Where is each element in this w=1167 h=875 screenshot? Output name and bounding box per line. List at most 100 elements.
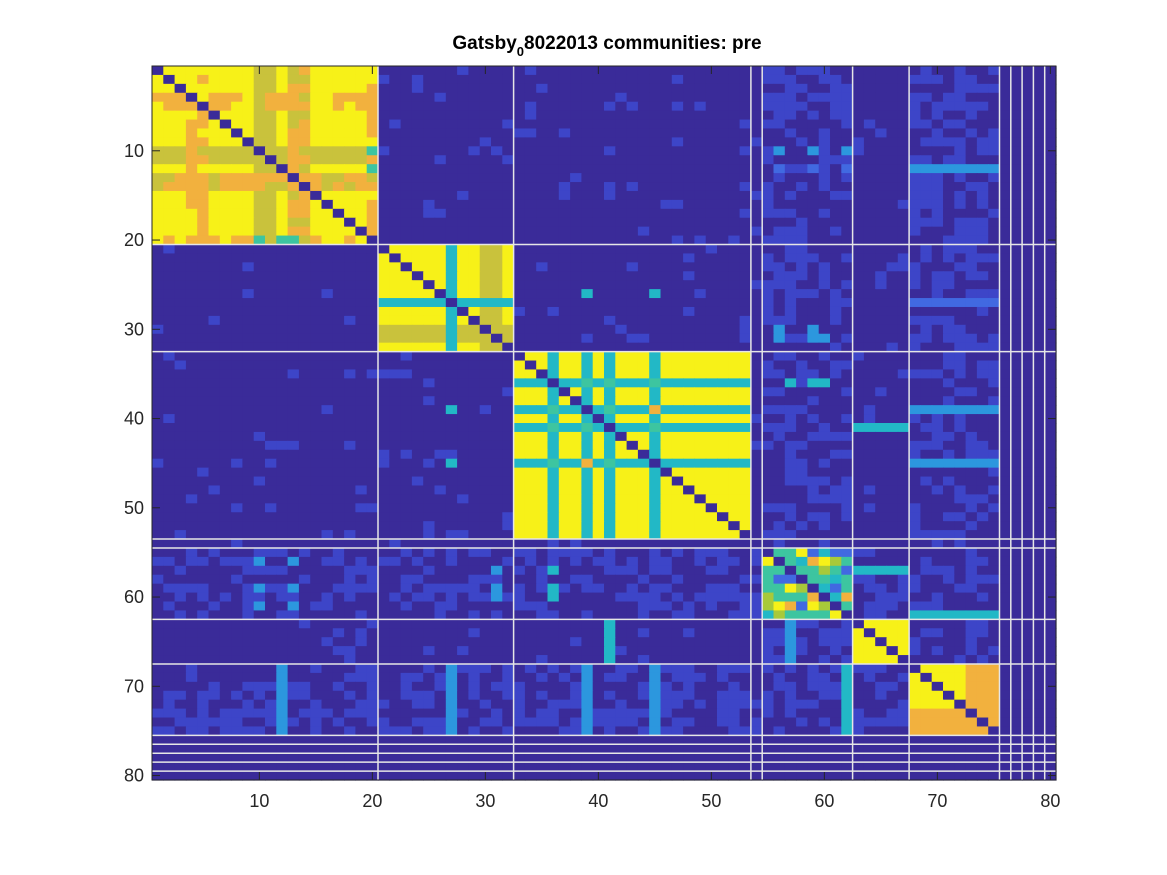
heatmap-cell <box>931 217 944 228</box>
heatmap-cell <box>321 226 334 237</box>
heatmap-cell <box>411 405 424 415</box>
heatmap-cell <box>615 137 628 147</box>
heatmap-cell <box>457 164 469 174</box>
heatmap-cell <box>875 199 888 210</box>
heatmap-cell <box>615 351 628 362</box>
heatmap-cell <box>389 289 402 299</box>
heatmap-cell <box>276 119 289 130</box>
heatmap-cell <box>875 547 888 558</box>
heatmap-cell <box>174 298 187 308</box>
heatmap-cell <box>830 289 842 299</box>
heatmap-cell <box>999 467 1012 478</box>
heatmap-cell <box>909 217 921 228</box>
heatmap-cell <box>253 601 266 612</box>
heatmap-cell <box>163 173 176 183</box>
heatmap-cell <box>434 110 447 121</box>
heatmap-cell <box>400 423 413 433</box>
heatmap-cell <box>219 521 232 531</box>
heatmap-cell <box>705 601 718 612</box>
heatmap-cell <box>445 530 458 540</box>
heatmap-cell <box>784 547 797 558</box>
heatmap-cell <box>784 530 797 540</box>
heatmap-cell <box>954 583 967 594</box>
heatmap-cell <box>411 387 424 397</box>
heatmap-cell <box>355 503 368 513</box>
heatmap-cell <box>931 146 944 156</box>
heatmap-cell <box>468 155 481 165</box>
heatmap-cell <box>242 333 255 344</box>
heatmap-cell <box>954 92 967 103</box>
heatmap-cell <box>174 110 187 121</box>
heatmap-cell <box>332 467 345 478</box>
heatmap-cell <box>231 610 243 620</box>
heatmap-cell <box>208 110 221 121</box>
heatmap-cell <box>671 414 684 424</box>
heatmap-cell <box>943 521 955 531</box>
heatmap-cell <box>219 369 232 379</box>
heatmap-cell <box>276 164 289 174</box>
heatmap-cell <box>830 387 842 397</box>
heatmap-cell <box>265 306 277 317</box>
heatmap-cell <box>807 164 820 174</box>
heatmap-cell <box>683 289 695 299</box>
heatmap-cell <box>852 101 865 112</box>
heatmap-cell <box>875 583 888 594</box>
heatmap-cell <box>954 458 967 469</box>
heatmap-cell <box>604 485 616 496</box>
heatmap-cell <box>818 440 831 451</box>
heatmap-cell <box>581 449 594 460</box>
heatmap-cell <box>547 333 560 344</box>
heatmap-cell <box>558 226 571 237</box>
heatmap-cell <box>197 244 210 255</box>
heatmap-cell <box>152 119 164 130</box>
heatmap-cell <box>1010 396 1023 406</box>
heatmap-cell <box>954 360 967 371</box>
heatmap-cell <box>796 485 808 496</box>
heatmap-cell <box>558 485 571 496</box>
heatmap-cell <box>366 253 379 263</box>
heatmap-cell <box>897 512 910 522</box>
heatmap-cell <box>999 449 1012 460</box>
heatmap-cell <box>637 190 650 201</box>
heatmap-cell <box>344 539 356 549</box>
heatmap-cell <box>355 208 368 219</box>
heatmap-cell <box>570 119 582 130</box>
heatmap-cell <box>570 414 582 424</box>
heatmap-cell <box>592 414 605 424</box>
heatmap-cell <box>796 208 808 219</box>
heatmap-cell <box>174 324 187 335</box>
heatmap-cell <box>852 306 865 317</box>
heatmap-cell <box>671 583 684 594</box>
heatmap-cell <box>253 182 266 192</box>
heatmap-cell <box>1044 574 1057 585</box>
heatmap-cell <box>1022 458 1034 469</box>
heatmap-cell <box>999 547 1012 558</box>
heatmap-cell <box>287 137 300 147</box>
heatmap-cell <box>479 521 492 531</box>
heatmap-cell <box>626 458 639 469</box>
heatmap-cell <box>434 315 447 326</box>
heatmap-cell <box>163 324 176 335</box>
heatmap-cell <box>592 226 605 237</box>
heatmap-cell <box>502 610 515 620</box>
heatmap-cell <box>502 315 515 326</box>
heatmap-cell <box>875 83 888 94</box>
heatmap-cell <box>287 565 300 576</box>
heatmap-cell <box>287 83 300 94</box>
heatmap-cell <box>660 351 673 362</box>
heatmap-cell <box>796 101 808 112</box>
heatmap-cell <box>1010 306 1023 317</box>
heatmap-cell <box>524 530 537 540</box>
heatmap-cell <box>491 619 503 629</box>
heatmap-cell <box>943 583 955 594</box>
heatmap-cell <box>423 146 436 156</box>
heatmap-cell <box>886 190 899 201</box>
heatmap-cell <box>355 351 368 362</box>
heatmap-cell <box>547 208 560 219</box>
heatmap-cell <box>231 601 243 612</box>
heatmap-cell <box>909 199 921 210</box>
heatmap-cell <box>976 547 989 558</box>
heatmap-cell <box>694 530 707 540</box>
heatmap-cell <box>852 449 865 460</box>
heatmap-cell <box>445 155 458 165</box>
